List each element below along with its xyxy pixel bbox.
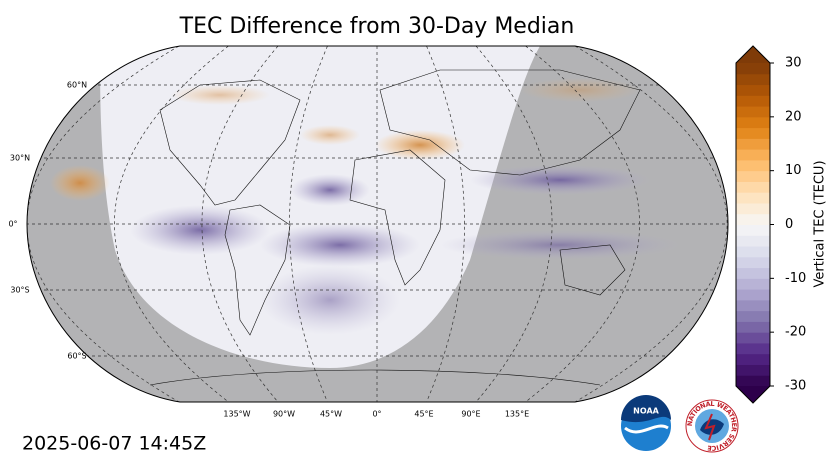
colorbar-band — [736, 63, 770, 75]
enhancement — [50, 165, 110, 201]
colorbar-band — [736, 138, 770, 150]
colorbar-band — [736, 84, 770, 96]
depletion — [470, 165, 650, 195]
colorbar-band — [736, 310, 770, 322]
colorbar-band — [736, 116, 770, 129]
lon-label: 135°E — [505, 410, 529, 419]
title: TEC Difference from 30-Day Median — [179, 14, 575, 39]
colorbar-extend-top — [736, 46, 770, 63]
lat-label: 60°S — [67, 352, 86, 361]
day-region — [100, 46, 540, 368]
longitude-labels: 135°W 90°W 45°W 0° 45°E 90°E 135°E — [223, 410, 529, 419]
colorbar-band — [736, 106, 770, 118]
noaa-logo: NOAA — [621, 395, 671, 451]
coastline — [379, 69, 641, 176]
colorbar-band — [736, 342, 770, 355]
colorbar-tick-label: 0 — [785, 217, 793, 232]
timestamp: 2025-06-07 14:45Z — [22, 433, 206, 455]
lon-label: 90°W — [273, 410, 295, 419]
colorbar-tick-label: 20 — [785, 109, 802, 124]
colorbar-band — [736, 224, 770, 236]
colorbar-band — [736, 127, 770, 139]
colorbar-band — [736, 246, 770, 258]
nws-bolt — [704, 413, 716, 441]
colorbar-band — [736, 289, 770, 301]
depletion — [260, 223, 420, 267]
colorbar-band — [736, 299, 770, 312]
colorbar-tick-label: 10 — [785, 163, 802, 178]
colorbar-band — [736, 235, 770, 247]
enhancement — [170, 85, 270, 105]
depletion — [290, 174, 370, 206]
colorbar-band — [736, 353, 770, 365]
colorbar-band — [736, 267, 770, 279]
lat-label: 30°N — [10, 154, 30, 163]
colorbar-label: Vertical TEC (TECU) — [813, 160, 828, 287]
coastline — [159, 79, 301, 206]
colorbar-band — [736, 149, 770, 161]
coastline — [224, 204, 291, 336]
noaa-text: NOAA — [633, 407, 659, 416]
depletion — [130, 205, 270, 255]
lon-label: 45°E — [414, 410, 433, 419]
colorbar-tick-label: 30 — [785, 56, 802, 71]
coastline — [559, 244, 626, 296]
meridian — [525, 46, 640, 402]
colorbar-band — [736, 159, 770, 172]
lat-label: 0° — [8, 220, 17, 229]
colorbar-band — [736, 321, 770, 333]
map-field — [27, 46, 728, 402]
colorbar-extend-bottom — [736, 386, 770, 403]
lon-label: 45°W — [320, 410, 342, 419]
noaa-emblem-top — [621, 395, 671, 423]
colorbar-band — [736, 181, 770, 193]
lon-label: 90°E — [461, 410, 480, 419]
colorbar-band — [736, 278, 770, 290]
enhancement — [520, 78, 640, 102]
meridian — [114, 46, 229, 402]
meridian — [426, 46, 465, 402]
colorbar-band — [736, 213, 770, 225]
colorbar: 30 20 10 0 -10 -20 -30 — [735, 45, 806, 404]
meridian — [289, 46, 328, 402]
lat-label: 30°S — [10, 286, 29, 295]
nws-logo: NATIONAL WEATHER SERVICE — [685, 399, 739, 453]
noaa-wave — [624, 424, 669, 434]
coastline — [149, 369, 601, 386]
enhancement — [300, 125, 360, 145]
enhancement — [375, 130, 465, 160]
colorbar-band — [736, 332, 770, 344]
colorbar-band — [736, 73, 770, 86]
colorbar-tick-label: -10 — [785, 271, 806, 286]
colorbar-band — [736, 202, 770, 215]
lon-label: 0° — [372, 410, 381, 419]
depletion — [260, 265, 400, 335]
colorbar-band — [736, 95, 770, 107]
colorbar-band — [736, 170, 770, 182]
colorbar-band — [736, 375, 770, 387]
depletion — [440, 230, 680, 260]
colorbar-tick-label: -20 — [785, 325, 806, 340]
colorbar-tick-label: -30 — [785, 379, 806, 394]
lon-label: 135°W — [223, 410, 250, 419]
lat-label: 60°N — [67, 81, 87, 90]
colorbar-band — [736, 192, 770, 204]
graticule — [27, 46, 728, 402]
latitude-labels: 60°N 30°N 0° 30°S 60°S — [8, 81, 87, 361]
colorbar-band — [736, 364, 770, 376]
colorbar-band — [736, 256, 770, 269]
coastline — [349, 149, 446, 286]
